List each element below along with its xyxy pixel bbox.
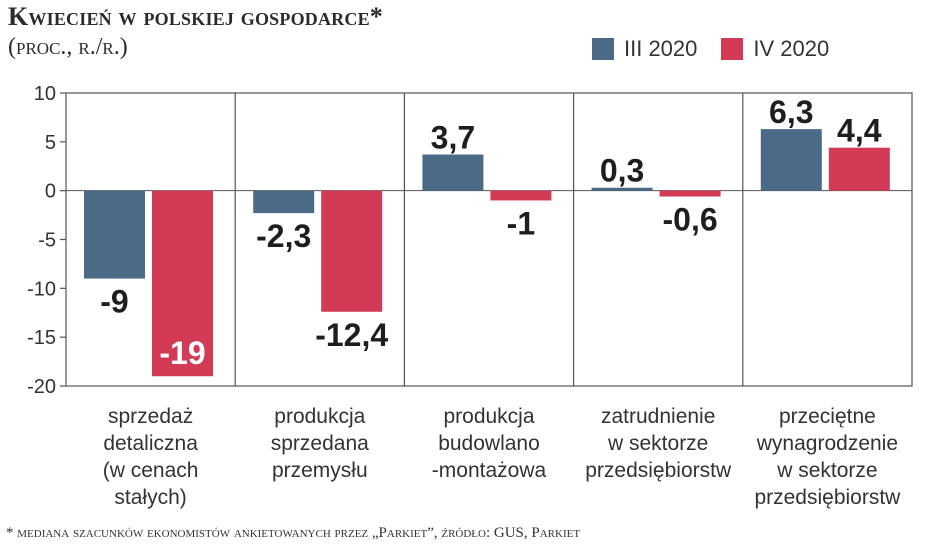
bar-series2	[152, 190, 213, 377]
bar-series1	[253, 190, 315, 214]
legend-label-series1: III 2020	[624, 36, 698, 61]
category-label: stałych)	[114, 486, 186, 509]
data-label: -0,6	[663, 202, 718, 238]
chart-title: Kwiecień w polskiej gospodarce*	[8, 2, 383, 31]
y-tick-label: 5	[45, 132, 56, 154]
y-tick-label: -5	[38, 230, 56, 252]
data-label: 0,3	[600, 153, 644, 189]
category-label: przedsiębiorstw	[585, 459, 732, 482]
category-label: przedsiębiorstw	[754, 486, 901, 509]
category-label: detaliczna	[103, 432, 198, 455]
bar-series2	[659, 190, 721, 197]
category-label: wynagrodzenie	[756, 432, 898, 455]
y-tick-label: 0	[45, 181, 56, 203]
category-label: budowlano	[438, 432, 540, 455]
y-tick-label: -15	[27, 327, 56, 349]
data-label: -9	[100, 284, 128, 320]
category-label: produkcja	[443, 405, 534, 428]
category-label: w sektorze	[776, 459, 877, 482]
footnote: * mediana szacunków ekonomistów ankietow…	[6, 525, 581, 541]
data-label: -19	[159, 335, 205, 371]
bar-series2	[490, 190, 552, 201]
y-tick-label: -20	[27, 376, 56, 398]
y-tick-label: 10	[34, 83, 56, 105]
category-label: -montażowa	[432, 459, 547, 482]
data-label: -1	[507, 205, 535, 241]
y-tick-label: -10	[27, 278, 56, 300]
category-label: sprzedaż	[108, 405, 193, 428]
bar-series1	[422, 154, 484, 191]
legend-item-series1: III 2020	[592, 36, 697, 62]
bar-series2	[828, 147, 890, 191]
legend-swatch-series1	[592, 38, 614, 60]
category-label: produkcja	[274, 405, 365, 428]
legend-swatch-series2	[721, 38, 744, 60]
category-label: przemysłu	[272, 459, 368, 482]
bar-series1	[760, 129, 822, 191]
data-label: -2,3	[256, 218, 311, 254]
category-label: w sektorze	[607, 432, 708, 455]
data-label: 6,3	[769, 94, 813, 130]
category-label: sprzedana	[271, 432, 369, 455]
chart-subtitle: (proc., r./r.)	[8, 34, 128, 60]
data-label: 3,7	[431, 120, 475, 156]
bar-series2	[321, 190, 383, 312]
legend: III 2020 IV 2020	[592, 36, 853, 62]
category-label: (w cenach	[103, 459, 199, 482]
bar-series1	[84, 190, 145, 279]
bar-series1	[591, 187, 653, 191]
legend-item-series2: IV 2020	[721, 36, 829, 62]
legend-label-series2: IV 2020	[753, 36, 830, 61]
category-label: zatrudnienie	[601, 405, 715, 428]
data-label: 4,4	[837, 113, 882, 149]
category-label: przeciętne	[779, 405, 876, 428]
data-label: -12,4	[315, 317, 388, 353]
